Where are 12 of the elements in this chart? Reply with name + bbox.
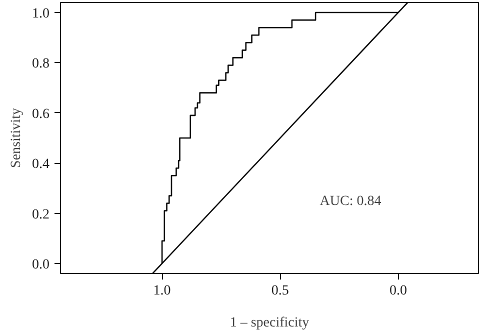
- x-tick-label: 1.0: [153, 284, 171, 298]
- x-tick-label: 0.5: [271, 284, 289, 298]
- x-tick-label: 0.0: [389, 284, 407, 298]
- y-tick-label: 1.0: [32, 6, 50, 22]
- y-tick-label: 0.8: [32, 56, 50, 72]
- y-tick-label: 0.0: [32, 257, 50, 272]
- annotation: AUC: 0.84: [320, 194, 382, 209]
- y-axis-title: Sensitivity: [9, 108, 24, 168]
- y-tick-label: 0.4: [32, 157, 50, 172]
- y-tick-label: 0.2: [32, 207, 50, 222]
- y-tick-label: 0.6: [32, 106, 50, 122]
- x-axis-title: 1 – specificity: [230, 316, 310, 330]
